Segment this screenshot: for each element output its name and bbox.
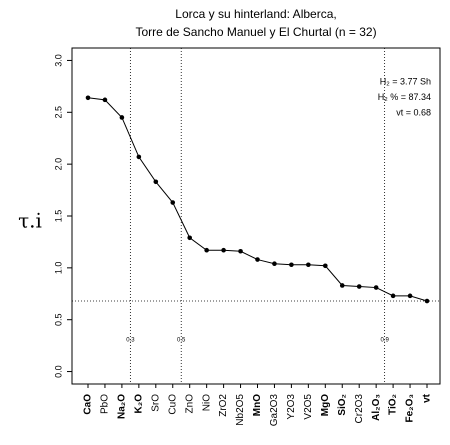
- x-tick-label: Ga2O3: [269, 394, 280, 427]
- data-point: [373, 285, 379, 290]
- x-tick-label: Al₂O₃: [371, 394, 382, 421]
- x-tick-label: CaO: [83, 394, 94, 415]
- x-tick-label: K₂O: [133, 394, 144, 414]
- data-point: [204, 247, 209, 253]
- x-tick-label: Nb2O5: [235, 394, 246, 426]
- x-tick-label: ZnO: [184, 394, 195, 414]
- data-point: [356, 284, 362, 289]
- data-point: [136, 154, 142, 160]
- annotation: H₂ % = 87.34: [378, 92, 431, 102]
- data-point: [187, 235, 192, 241]
- data-point: [339, 283, 345, 288]
- x-tick-label: Na₂O: [117, 394, 128, 419]
- y-tick-label: 0.5: [53, 313, 63, 326]
- chart-title: Lorca y su hinterland: Alberca,: [175, 7, 336, 21]
- data-point: [289, 262, 294, 268]
- data-point: [170, 200, 176, 205]
- annotation: vt = 0.68: [396, 107, 431, 117]
- cutoff-label: 0.3: [126, 338, 135, 344]
- x-tick-label: TiO₂: [388, 394, 399, 415]
- data-point: [390, 293, 396, 299]
- data-point: [238, 248, 243, 254]
- y-tick-label: 3.0: [53, 54, 63, 67]
- data-point: [306, 262, 311, 268]
- y-tick-label: 2.0: [53, 158, 63, 171]
- x-tick-label: PbO: [100, 394, 111, 414]
- x-tick-label: Cr2O3: [354, 394, 365, 424]
- x-tick-label: Y2O3: [286, 394, 297, 420]
- x-tick-label: SiO₂: [337, 394, 348, 416]
- data-point: [255, 257, 260, 262]
- data-point: [424, 298, 430, 304]
- data-point: [323, 263, 328, 269]
- data-point: [85, 95, 91, 101]
- data-point: [153, 179, 159, 185]
- y-tick-label: 2.5: [53, 106, 63, 119]
- x-tick-label: NiO: [201, 394, 212, 411]
- x-tick-label: ZrO2: [218, 394, 229, 417]
- x-tick-label: CuO: [167, 394, 178, 415]
- y-axis-label: τ.i: [18, 209, 42, 233]
- x-tick-label: SrO: [150, 394, 161, 412]
- data-point: [119, 115, 125, 120]
- data-line: [87, 97, 428, 302]
- y-tick-label: 1.5: [53, 210, 63, 223]
- x-tick-label: MnO: [252, 394, 263, 416]
- x-tick-label: vt: [422, 393, 433, 403]
- data-point: [221, 247, 226, 253]
- cutoff-label: 0.9: [380, 338, 389, 344]
- x-tick-label: V2O5: [303, 394, 314, 420]
- data-point: [407, 293, 413, 299]
- y-tick-label: 1.0: [53, 262, 63, 275]
- data-point: [272, 261, 277, 267]
- y-tick-label: 0.0: [53, 365, 63, 378]
- data-point: [102, 97, 108, 103]
- x-tick-label: Fe₂O₃: [405, 394, 416, 423]
- cutoff-label: 0.5: [177, 338, 186, 344]
- chart-subtitle: Torre de Sancho Manuel y El Churtal (n =…: [135, 25, 376, 39]
- x-tick-label: MgO: [320, 394, 331, 416]
- annotation: H₂ = 3.77 Sh: [380, 76, 431, 86]
